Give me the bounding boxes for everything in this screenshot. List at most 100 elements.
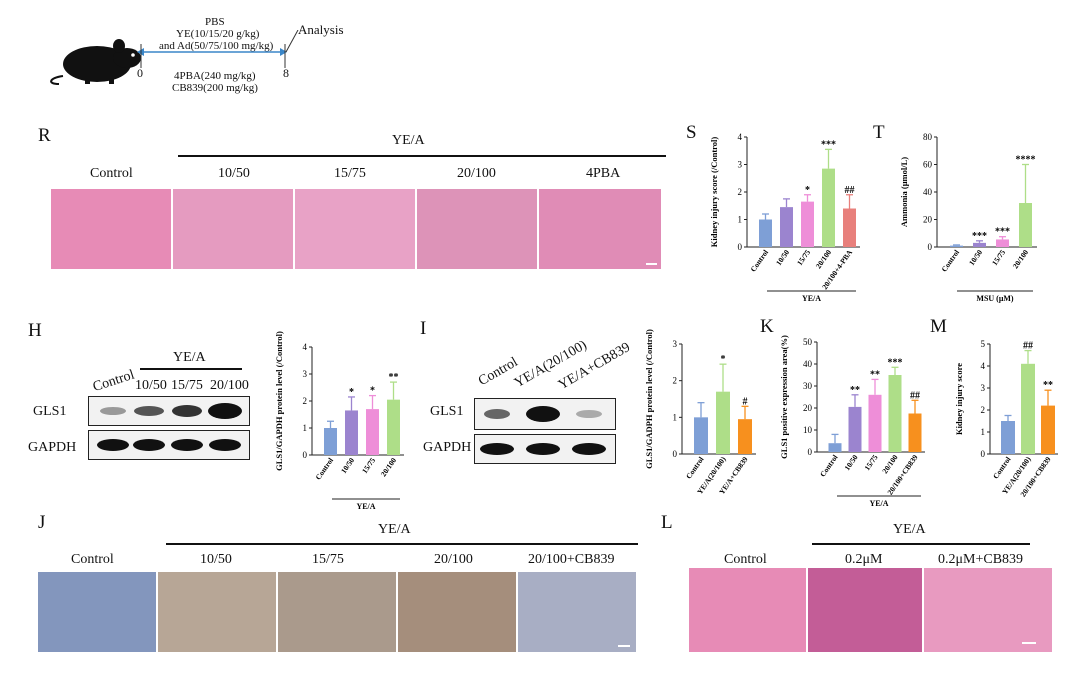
panel-h-row-gapdh: GAPDH [28,440,77,455]
y-tick-label: 40 [923,187,933,197]
y-tick-label: 30 [803,381,813,391]
y-tick-label: 50 [803,337,813,347]
bar [324,428,337,455]
chart-m-kidney-injury: Kidney injury score012345Control##YE/A(2… [954,339,1058,498]
schematic-day8: 8 [283,66,289,80]
bar [366,409,379,455]
panel-h-lane-20-100: 20/100 [210,378,249,393]
chart-s-kidney-injury: Kidney injury score (/Control) 0 1 2 3 4 Contr… [709,132,860,303]
he-image-10-50 [173,189,293,269]
y-axis-label: Ammonia (μmol/L) [899,157,909,227]
he-image-15-75 [295,189,415,269]
scale-bar [1022,642,1036,644]
x-tick-label: Control [939,248,961,274]
y-tick-label: 20 [923,215,933,225]
significance-label: *** [821,139,836,150]
panel-letter-t: T [873,122,885,143]
significance-label: ## [845,185,855,196]
bar [848,406,862,452]
chart-h-gls1-level: GLS1/GAPDH protein level (/Control) 0 1 2 3 4… [274,331,404,511]
x-tick-label: 20/100 [1011,248,1030,270]
significance-label: * [349,387,354,398]
significance-label: ## [1023,341,1033,352]
he-image-4pba [539,189,661,269]
he-image-l-cb839 [924,568,1052,652]
gls1-blot-h [88,396,250,426]
panel-j-label-15-75: 15/75 [312,552,344,567]
y-tick-label: 1 [981,427,986,437]
x-tick-label: Control [313,456,335,482]
y-axis-label: GLS1/GADPH protein level (/Control) [644,329,654,469]
chart-i-gls1-level: GLS1/GADPH protein level (/Control) 0 1 2 3 C… [644,329,756,496]
panel-letter-s: S [686,122,697,143]
group-label: YE/A [869,499,888,508]
panel-j-label-control: Control [71,552,114,567]
y-tick-label: 0 [981,449,986,459]
analysis-arrow [285,30,299,53]
panel-r-label-4pba: 4PBA [586,166,621,181]
y-tick-label: 40 [803,359,813,369]
panel-letter-i: I [420,318,427,339]
panel-l-group-bar [812,543,1030,545]
y-tick-label: 80 [923,132,933,142]
ihc-image-cb839 [518,572,636,652]
panel-letter-k: K [760,316,774,337]
y-tick-label: 4 [738,132,743,142]
y-axis-label: Kidney injury score [954,363,964,435]
schematic-pbs: PBS [205,16,225,28]
x-tick-label: 15/75 [862,453,879,472]
ihc-image-10-50 [158,572,276,652]
y-tick-label: 0 [928,242,933,252]
panel-j-label-10-50: 10/50 [200,552,232,567]
gapdh-blot-i [474,434,616,464]
panel-letter-m: M [930,316,947,337]
x-tick-label: 15/75 [360,456,377,475]
bar [888,375,902,452]
panel-j-label-20-100: 20/100 [434,552,473,567]
x-tick-label: 10/50 [967,248,984,267]
x-tick-label: 10/50 [339,456,356,475]
significance-label: **** [1016,155,1036,166]
bar [1041,405,1055,454]
bar [738,419,752,454]
x-tick-label: 20/100 [814,248,833,270]
bar [973,242,986,247]
panel-letter-h: H [28,320,42,341]
panel-l-label-cb839: 0.2μM+CB839 [938,552,1024,567]
significance-label: * [721,354,726,365]
ihc-image-15-75 [278,572,396,652]
y-axis-label: GLS1 positive expression area(%) [779,335,789,459]
bar [387,399,400,455]
bar [996,239,1009,247]
group-label: YE/A [802,294,821,303]
bar [801,201,814,247]
group-label: YE/A [356,502,375,511]
bar [1021,363,1035,454]
y-tick-label: 0 [303,450,308,460]
panel-h-group-bar [140,368,242,370]
significance-label: *** [888,357,903,368]
y-tick-label: 1 [738,215,743,225]
panel-r-label-10-50: 10/50 [218,166,250,181]
panel-j-group-label: YE/A [378,522,411,537]
y-tick-label: 20 [803,403,813,413]
y-tick-label: 2 [303,396,308,406]
y-axis-label: Kidney injury score (/Control) [709,137,719,248]
panel-j-label-cb839: 20/100+CB839 [528,552,615,567]
y-tick-label: 2 [981,405,986,415]
y-tick-label: 10 [803,425,813,435]
timeline-arrow [137,44,287,68]
y-tick-label: 0 [673,449,678,459]
panel-i-row-gapdh: GAPDH [423,440,472,455]
bar [868,394,882,452]
significance-label: *** [972,231,987,242]
bar [822,168,835,247]
x-tick-label: 15/75 [795,248,812,267]
he-image-l-02um [808,568,922,652]
panel-r-group-bar [178,155,666,157]
schematic-ye-dose: YE(10/15/20 g/kg) [176,28,260,40]
y-tick-label: 0 [808,447,813,457]
he-image-l-control [689,568,806,652]
panel-r-group-label: YE/A [392,133,425,148]
ihc-image-20-100 [398,572,516,652]
